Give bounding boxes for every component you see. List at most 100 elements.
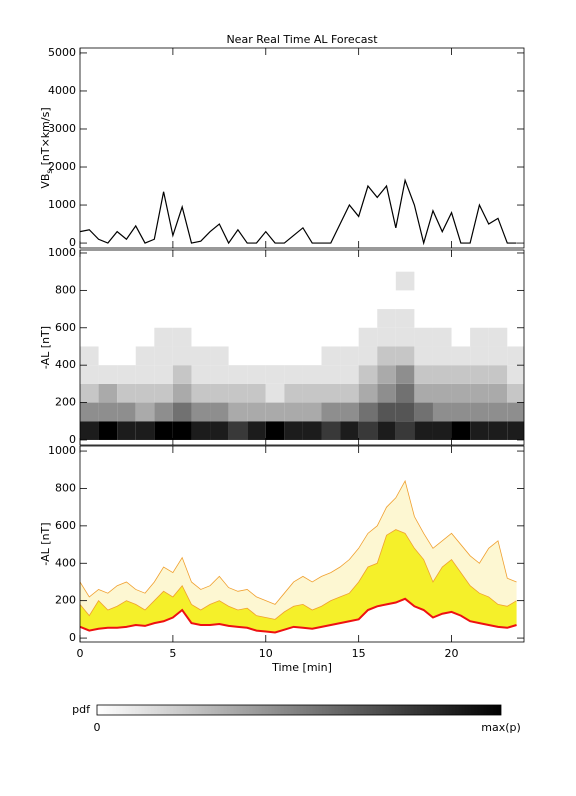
band-area [80, 529, 517, 633]
heat-cell [395, 346, 415, 366]
heat-cell [321, 402, 341, 422]
heat-cell [340, 402, 359, 422]
heat-cell [117, 402, 136, 422]
heat-cell [414, 383, 433, 403]
heat-cell [210, 383, 229, 403]
heat-cell [228, 402, 248, 422]
heat-cell [191, 365, 211, 384]
y-axis-label: -AL [nT] [39, 522, 52, 565]
heat-cell [210, 365, 229, 384]
heat-cell [340, 383, 359, 403]
y-tick-label: 600 [55, 519, 76, 532]
heat-cell [507, 421, 524, 440]
x-tick-label: 15 [352, 647, 366, 660]
heat-cell [340, 421, 359, 440]
heat-cell [377, 309, 396, 328]
heat-cell [247, 383, 266, 403]
heat-cell [377, 383, 396, 403]
data-line [80, 178, 517, 246]
heat-cell [265, 365, 285, 384]
heat-cell [414, 421, 433, 440]
heat-cell [321, 365, 341, 384]
heat-cell [488, 383, 508, 403]
heat-cell [395, 421, 415, 440]
x-tick-label: 0 [77, 647, 84, 660]
colorbar [96, 704, 502, 716]
heat-cell [117, 383, 136, 403]
y-tick-label: 4000 [48, 84, 76, 97]
heat-cell [80, 421, 99, 440]
heat-cell [228, 365, 248, 384]
y-axis-label-part: VB [39, 174, 52, 189]
axes-frame [79, 445, 525, 643]
heat-cell [470, 383, 489, 403]
heat-cell [470, 346, 489, 366]
heat-cell [377, 327, 396, 347]
heat-cell [507, 383, 524, 403]
heat-cell [265, 402, 285, 422]
heat-cell [80, 346, 99, 366]
x-tick-label: 10 [259, 647, 273, 660]
heat-cell [377, 365, 396, 384]
plot-area [80, 271, 524, 440]
heat-cell [172, 383, 192, 403]
y-axis-label: -AL [nT] [39, 326, 52, 369]
heat-cell [117, 365, 136, 384]
y-tick-label: 400 [55, 358, 76, 371]
heat-cell [451, 402, 471, 422]
heat-cell [247, 421, 266, 440]
heat-cell [395, 383, 415, 403]
y-tick-label: 800 [55, 481, 76, 494]
heat-cell [135, 402, 155, 422]
y-tick-label: 1000 [48, 198, 76, 211]
heat-cell [358, 365, 378, 384]
heat-cell [432, 402, 452, 422]
median-line [80, 597, 517, 634]
heat-cell [80, 365, 99, 384]
heat-cell [98, 383, 118, 403]
heat-cell [377, 421, 396, 440]
heat-cell [135, 346, 155, 366]
heat-cell [470, 327, 489, 347]
heat-cell [488, 346, 508, 366]
heat-cell [135, 383, 155, 403]
heat-cell [210, 402, 229, 422]
y-tick-label: 0 [69, 631, 76, 644]
y-tick-label: 1000 [48, 246, 76, 259]
heat-cell [154, 421, 173, 440]
heat-cell [80, 402, 99, 422]
heat-cell [414, 327, 433, 347]
heat-cell [377, 402, 396, 422]
y-tick-label: 200 [55, 594, 76, 607]
heat-cell [302, 402, 322, 422]
heat-cell [154, 383, 173, 403]
heat-cell [451, 346, 471, 366]
heat-cell [488, 365, 508, 384]
y-tick-label: 800 [55, 283, 76, 296]
chart-title: Near Real Time AL Forecast [226, 33, 378, 46]
heat-cell [507, 365, 524, 384]
heat-cell [432, 383, 452, 403]
heat-cell [80, 383, 99, 403]
heat-cell [210, 421, 229, 440]
heat-cell [172, 402, 192, 422]
plot-area [80, 178, 517, 246]
heat-cell [302, 383, 322, 403]
y-tick-label: 1000 [48, 444, 76, 457]
y-axis-label-part: s [45, 169, 54, 173]
colorbar-max: max(p) [481, 721, 521, 734]
heat-cell [470, 365, 489, 384]
heat-cell [172, 365, 192, 384]
heat-cell [358, 421, 378, 440]
heat-cell [358, 346, 378, 366]
y-tick-label: 2000 [48, 160, 76, 173]
heat-cell [395, 327, 415, 347]
heat-cell [377, 346, 396, 366]
heat-cell [451, 365, 471, 384]
heat-cell [340, 346, 359, 366]
heat-cell [507, 346, 524, 366]
axes-frame [79, 47, 525, 249]
heat-cell [284, 421, 303, 440]
y-axis-label-part: [nT×km/s] [39, 107, 52, 165]
heat-cell [135, 365, 155, 384]
